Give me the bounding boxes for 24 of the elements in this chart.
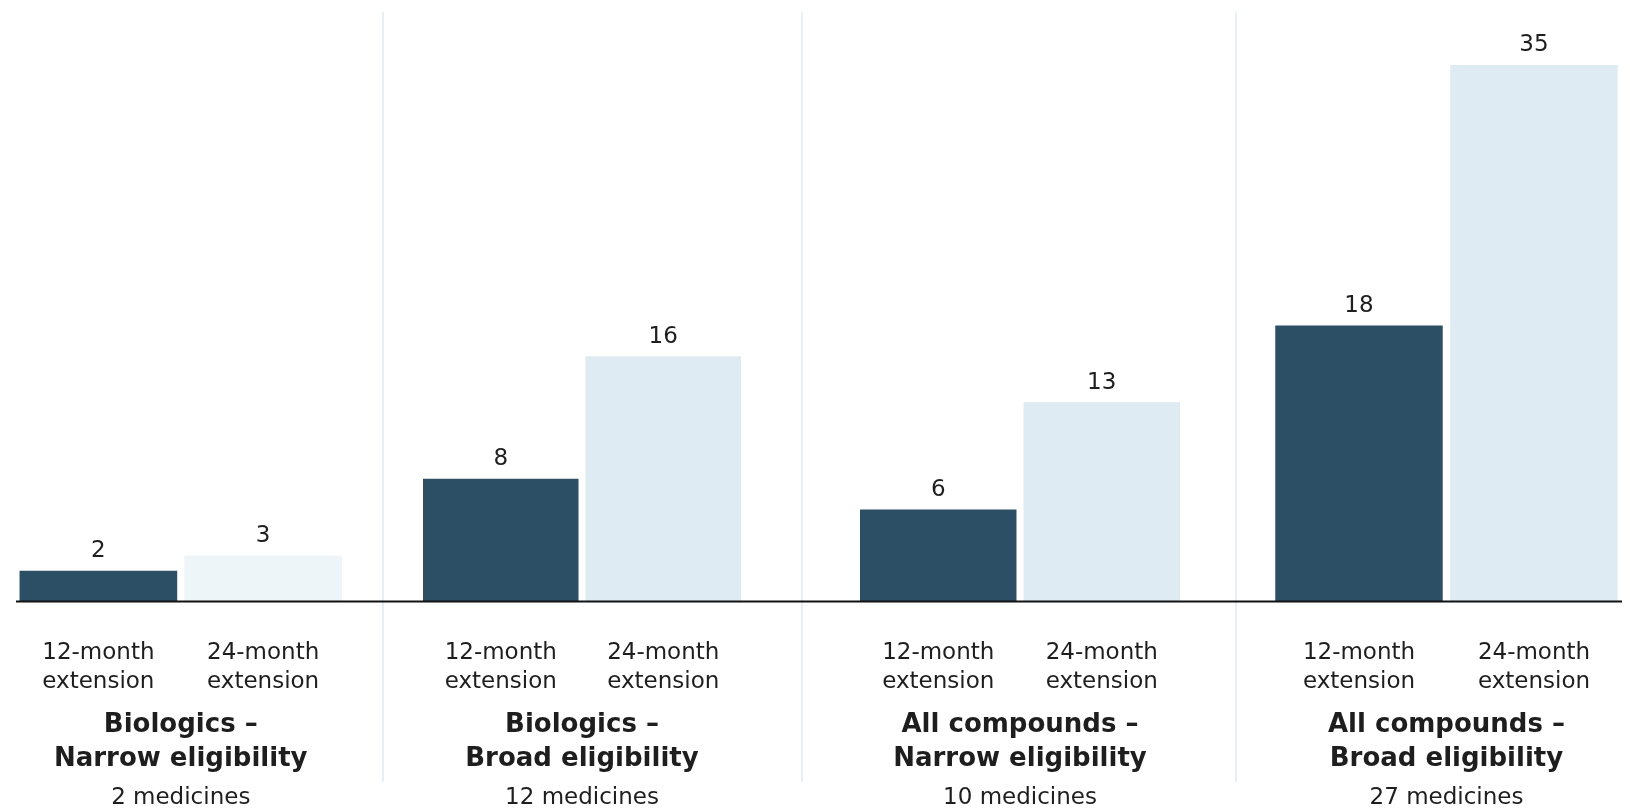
x-tick-label: 24-month extension: [207, 637, 320, 693]
x-tick-label: 12-month extension: [882, 637, 995, 693]
data-label: 16: [648, 321, 678, 348]
x-axis-title: All compounds – Broad eligibility: [1328, 708, 1565, 772]
x-axis-title: Biologics – Narrow eligibility: [53, 708, 308, 772]
data-label: 2: [91, 536, 106, 563]
x-tick-label: 12-month extension: [444, 637, 557, 693]
text: 12 medicines: [505, 782, 659, 809]
x-tick-label: 24-month extension: [1045, 637, 1158, 693]
x-tick-label: 24-month extension: [607, 637, 720, 693]
text: 10 medicines: [943, 782, 1097, 809]
text: 2 medicines: [111, 782, 251, 809]
x-tick-label: 12-month extension: [1302, 637, 1416, 693]
x-tick-label: 12-month extension: [42, 637, 155, 693]
data-label: 18: [1344, 291, 1374, 318]
data-label: 13: [1087, 367, 1117, 394]
data-label: 35: [1519, 30, 1549, 57]
text: 27 medicines: [1369, 782, 1524, 809]
data-label: 6: [930, 474, 946, 501]
x-tick-label: 24-month extension: [1477, 637, 1591, 693]
data-label: 8: [493, 444, 509, 471]
data-label: 3: [255, 520, 271, 547]
x-axis-title: All compounds – Narrow eligibility: [893, 708, 1147, 772]
x-axis-title: Biologics – Broad eligibility: [465, 708, 699, 772]
